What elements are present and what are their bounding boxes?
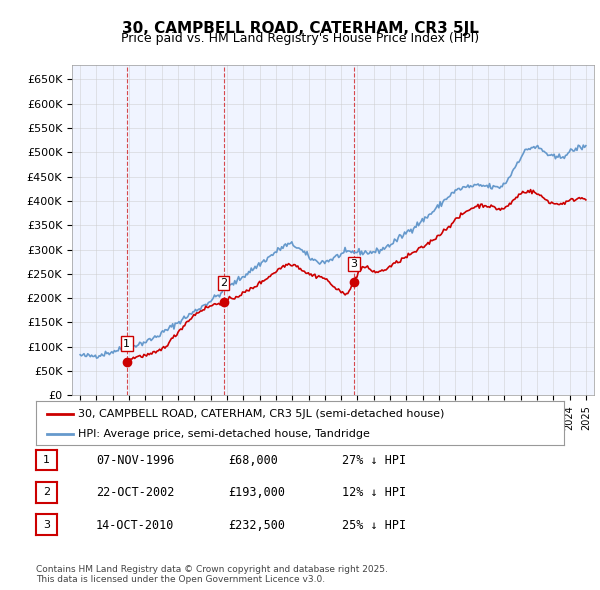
- Text: 07-NOV-1996: 07-NOV-1996: [96, 454, 175, 467]
- Text: Price paid vs. HM Land Registry's House Price Index (HPI): Price paid vs. HM Land Registry's House …: [121, 32, 479, 45]
- Text: 1: 1: [43, 455, 50, 465]
- Text: 22-OCT-2002: 22-OCT-2002: [96, 486, 175, 499]
- Text: 30, CAMPBELL ROAD, CATERHAM, CR3 5JL: 30, CAMPBELL ROAD, CATERHAM, CR3 5JL: [122, 21, 478, 35]
- Text: £193,000: £193,000: [228, 486, 285, 499]
- Text: £232,500: £232,500: [228, 519, 285, 532]
- Text: 3: 3: [350, 259, 358, 268]
- Text: £68,000: £68,000: [228, 454, 278, 467]
- Text: Contains HM Land Registry data © Crown copyright and database right 2025.
This d: Contains HM Land Registry data © Crown c…: [36, 565, 388, 584]
- Text: HPI: Average price, semi-detached house, Tandridge: HPI: Average price, semi-detached house,…: [78, 428, 370, 438]
- Text: 27% ↓ HPI: 27% ↓ HPI: [342, 454, 406, 467]
- Text: 12% ↓ HPI: 12% ↓ HPI: [342, 486, 406, 499]
- Text: 14-OCT-2010: 14-OCT-2010: [96, 519, 175, 532]
- Text: 2: 2: [43, 487, 50, 497]
- Text: 2: 2: [220, 278, 227, 288]
- Text: 3: 3: [43, 520, 50, 530]
- Text: 30, CAMPBELL ROAD, CATERHAM, CR3 5JL (semi-detached house): 30, CAMPBELL ROAD, CATERHAM, CR3 5JL (se…: [78, 409, 445, 418]
- Text: 1: 1: [124, 339, 130, 349]
- Text: 25% ↓ HPI: 25% ↓ HPI: [342, 519, 406, 532]
